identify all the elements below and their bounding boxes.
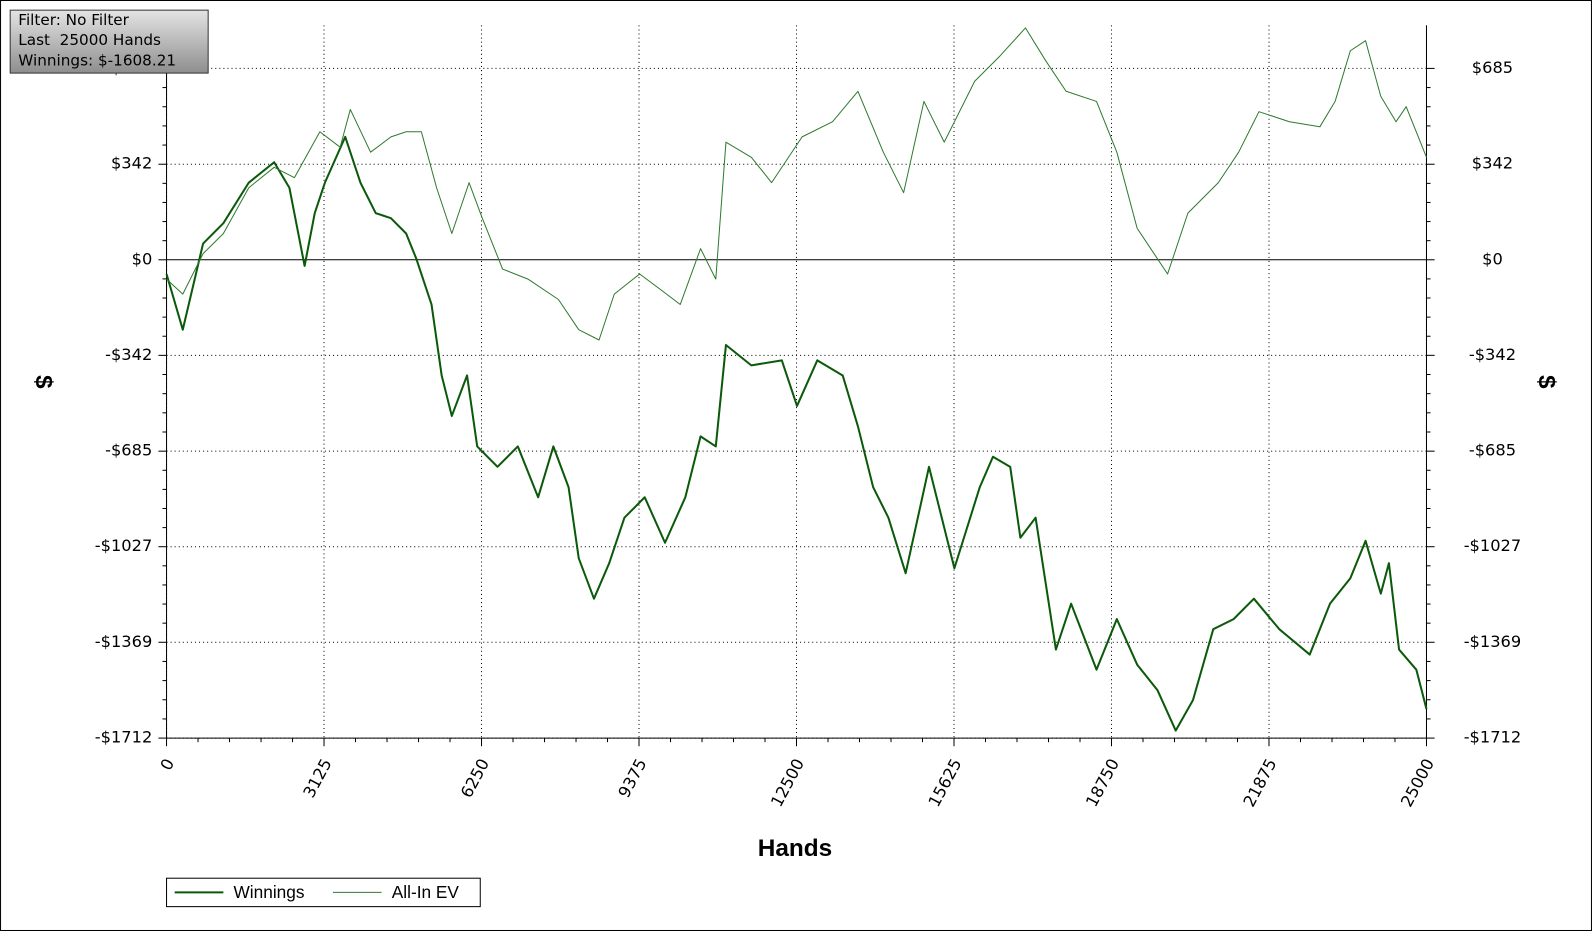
y2-tick-label: $685 xyxy=(1472,58,1513,77)
y-tick-label: -$1712 xyxy=(95,728,153,747)
info-text: Winnings: $-1608.21 xyxy=(18,51,176,69)
y-tick-label: -$1027 xyxy=(95,536,153,555)
y-tick-label: $0 xyxy=(132,249,153,268)
y2-tick-label: -$1369 xyxy=(1464,632,1522,651)
y2-axis-title: $ xyxy=(1533,375,1560,389)
y-tick-label: -$342 xyxy=(105,345,152,364)
info-text: Filter: No Filter xyxy=(18,11,129,29)
y-tick-label: -$1369 xyxy=(95,632,153,651)
series-line xyxy=(166,27,1427,341)
y-tick-label: -$685 xyxy=(105,441,152,460)
y2-tick-label: $0 xyxy=(1482,249,1503,268)
y2-tick-label: -$1027 xyxy=(1464,536,1522,555)
info-text: Last 25000 Hands xyxy=(18,31,161,49)
y-tick-label: $342 xyxy=(111,154,152,173)
y2-tick-label: -$342 xyxy=(1469,345,1516,364)
legend-label: All-In EV xyxy=(392,882,460,902)
y2-tick-label: -$685 xyxy=(1469,441,1516,460)
legend-label: Winnings xyxy=(234,882,305,902)
y-axis-title: $ xyxy=(30,375,57,389)
series-line xyxy=(165,135,1428,732)
info-box xyxy=(9,9,209,74)
y2-tick-label: $342 xyxy=(1472,154,1513,173)
y2-tick-label: -$1712 xyxy=(1464,728,1522,747)
legend: Winnings All-In EV xyxy=(166,877,481,908)
x-axis-title: Hands xyxy=(758,835,832,862)
